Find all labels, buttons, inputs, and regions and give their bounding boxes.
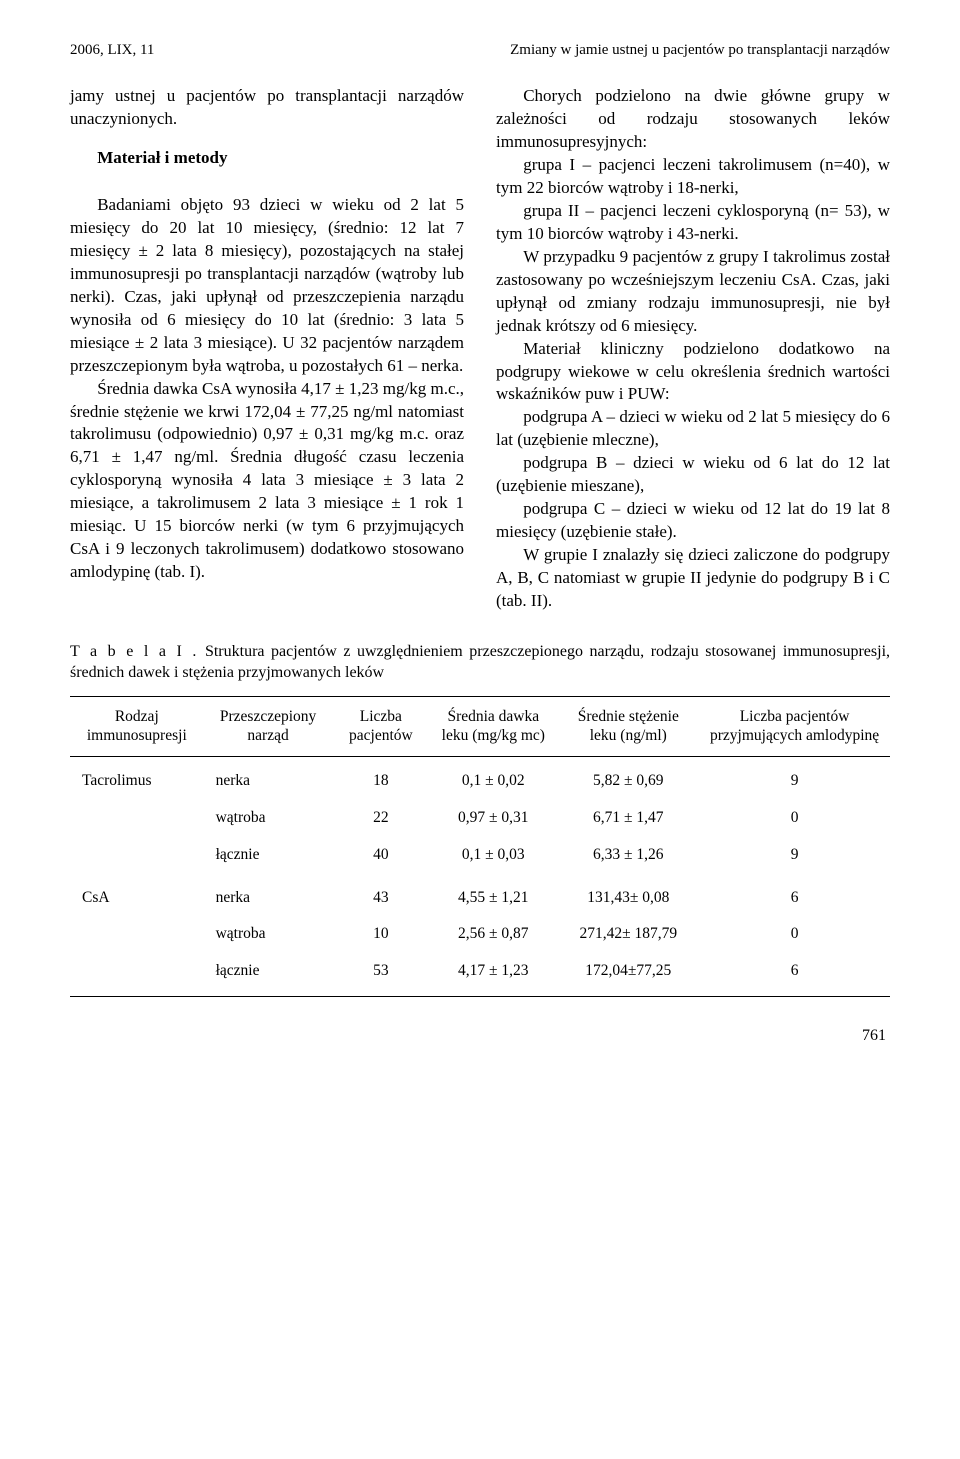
cell: 6 xyxy=(699,874,890,917)
cell: nerka xyxy=(204,756,333,799)
cell: 40 xyxy=(333,837,430,874)
left-column: jamy ustnej u pacjentów po transplantacj… xyxy=(70,85,464,613)
cell: 6,71 ± 1,47 xyxy=(557,800,699,837)
caption-lead: T a b e l a I . xyxy=(70,643,198,660)
cell: 22 xyxy=(333,800,430,837)
table-row: Tacrolimus nerka 18 0,1 ± 0,02 5,82 ± 0,… xyxy=(70,756,890,799)
col-header: Średnia dawka leku (mg/kg mc) xyxy=(429,697,557,757)
header-right: Zmiany w jamie ustnej u pacjentów po tra… xyxy=(510,40,890,60)
table-header-row: Rodzaj immunosupresji Przeszczepiony nar… xyxy=(70,697,890,757)
r-p6: podgrupa A – dzieci w wieku od 2 lat 5 m… xyxy=(496,406,890,452)
col-header: Liczba pacjentów xyxy=(333,697,430,757)
table-row: wątroba 10 2,56 ± 0,87 271,42± 187,79 0 xyxy=(70,916,890,953)
cell xyxy=(70,800,204,837)
cell: łącznie xyxy=(204,953,333,996)
r-p5: Materiał kliniczny podzielono dodatkowo … xyxy=(496,338,890,407)
cell: 4,55 ± 1,21 xyxy=(429,874,557,917)
cell: 172,04±77,25 xyxy=(557,953,699,996)
cell: 0 xyxy=(699,916,890,953)
table-row: łącznie 40 0,1 ± 0,03 6,33 ± 1,26 9 xyxy=(70,837,890,874)
cell: 18 xyxy=(333,756,430,799)
cell: 0,1 ± 0,02 xyxy=(429,756,557,799)
table-row: łącznie 53 4,17 ± 1,23 172,04±77,25 6 xyxy=(70,953,890,996)
header-left: 2006, LIX, 11 xyxy=(70,40,154,60)
page-number: 761 xyxy=(70,1025,890,1047)
cell: wątroba xyxy=(204,800,333,837)
table-row: CsA nerka 43 4,55 ± 1,21 131,43± 0,08 6 xyxy=(70,874,890,917)
cell: 4,17 ± 1,23 xyxy=(429,953,557,996)
cell: CsA xyxy=(70,874,204,917)
r-p4: W przypadku 9 pacjentów z grupy I takrol… xyxy=(496,246,890,338)
cell: wątroba xyxy=(204,916,333,953)
method-p1: Badaniami objęto 93 dzieci w wieku od 2 … xyxy=(70,194,464,378)
method-p2: Średnia dawka CsA wynosiła 4,17 ± 1,23 m… xyxy=(70,378,464,584)
cell: 10 xyxy=(333,916,430,953)
r-p1: Chorych podzielono na dwie główne grupy … xyxy=(496,85,890,154)
right-column: Chorych podzielono na dwie główne grupy … xyxy=(496,85,890,613)
cell: nerka xyxy=(204,874,333,917)
cell: Tacrolimus xyxy=(70,756,204,799)
cell xyxy=(70,916,204,953)
patient-structure-table: Rodzaj immunosupresji Przeszczepiony nar… xyxy=(70,696,890,997)
col-header: Średnie stężenie leku (ng/ml) xyxy=(557,697,699,757)
cell xyxy=(70,953,204,996)
r-p7: podgrupa B – dzieci w wieku od 6 lat do … xyxy=(496,452,890,498)
cell: 6 xyxy=(699,953,890,996)
col-header: Przeszczepiony narząd xyxy=(204,697,333,757)
table-body: Tacrolimus nerka 18 0,1 ± 0,02 5,82 ± 0,… xyxy=(70,756,890,997)
running-header: 2006, LIX, 11 Zmiany w jamie ustnej u pa… xyxy=(70,40,890,60)
cell xyxy=(70,837,204,874)
cell: 6,33 ± 1,26 xyxy=(557,837,699,874)
intro-continuation: jamy ustnej u pacjentów po transplantacj… xyxy=(70,85,464,131)
cell: 2,56 ± 0,87 xyxy=(429,916,557,953)
section-title: Materiał i metody xyxy=(70,147,464,170)
cell: 53 xyxy=(333,953,430,996)
cell: 43 xyxy=(333,874,430,917)
cell: 271,42± 187,79 xyxy=(557,916,699,953)
cell: 5,82 ± 0,69 xyxy=(557,756,699,799)
col-header: Liczba pacjentów przyjmujących amlodypin… xyxy=(699,697,890,757)
cell: 9 xyxy=(699,837,890,874)
r-p2: grupa I – pacjenci leczeni takrolimusem … xyxy=(496,154,890,200)
cell: 0,1 ± 0,03 xyxy=(429,837,557,874)
cell: 9 xyxy=(699,756,890,799)
body-columns: jamy ustnej u pacjentów po transplantacj… xyxy=(70,85,890,613)
r-p8: podgrupa C – dzieci w wieku od 12 lat do… xyxy=(496,498,890,544)
cell: 0 xyxy=(699,800,890,837)
cell: 131,43± 0,08 xyxy=(557,874,699,917)
r-p3: grupa II – pacjenci leczeni cyklosporyną… xyxy=(496,200,890,246)
table-caption: T a b e l a I . Struktura pacjentów z uw… xyxy=(70,641,890,684)
table-row: wątroba 22 0,97 ± 0,31 6,71 ± 1,47 0 xyxy=(70,800,890,837)
col-header: Rodzaj immunosupresji xyxy=(70,697,204,757)
r-p9: W grupie I znalazły się dzieci zaliczone… xyxy=(496,544,890,613)
cell: 0,97 ± 0,31 xyxy=(429,800,557,837)
cell: łącznie xyxy=(204,837,333,874)
table-area: T a b e l a I . Struktura pacjentów z uw… xyxy=(70,641,890,997)
